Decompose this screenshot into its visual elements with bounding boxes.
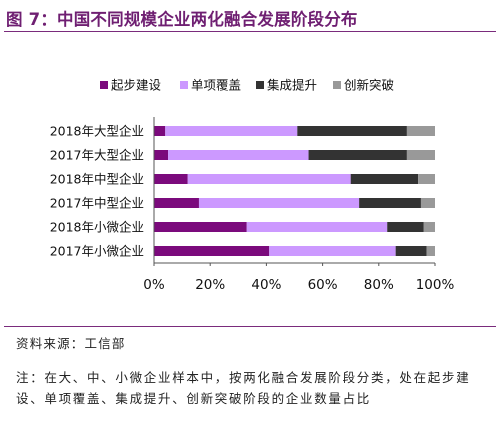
category-label-4: 2018年小微企业 — [50, 220, 144, 235]
legend-swatch-3 — [333, 81, 341, 89]
bar-segment-3-1 — [198, 198, 360, 208]
bar-segment-1-2 — [308, 150, 407, 160]
bar-segment-2-2 — [350, 174, 419, 184]
bar-segment-3-2 — [359, 198, 421, 208]
title-divider — [4, 31, 496, 32]
source-divider — [4, 326, 496, 327]
stacked-bar-chart: 起步建设 单项覆盖 集成提升 创新突破 2018年大型企业2017年大型企业2018年… — [50, 78, 455, 294]
x-axis: 0% 20% 40% 60% 80% 100% — [143, 117, 454, 293]
bar-segment-0-0 — [154, 126, 166, 136]
category-labels: 2018年大型企业 2017年大型企业 2018年中型企业 2017年中型企业 2018… — [50, 124, 144, 259]
source-note: 资料来源：工信部 — [16, 336, 126, 351]
chart-legend: 起步建设 单项覆盖 集成提升 创新突破 — [100, 78, 394, 93]
bar-segment-5-1 — [269, 246, 396, 256]
category-label-5: 2017年小微企业 — [50, 244, 144, 259]
x-tick-label-2: 40% — [251, 277, 281, 293]
x-tick-label-4: 80% — [364, 277, 394, 293]
legend-swatch-1 — [180, 81, 188, 89]
bar-segment-1-0 — [154, 150, 169, 160]
bar-segment-5-0 — [154, 246, 270, 256]
legend-swatch-2 — [256, 81, 264, 89]
bar-segment-2-0 — [154, 174, 188, 184]
bar-segment-0-1 — [165, 126, 298, 136]
bar-segment-3-3 — [420, 198, 435, 208]
bar-segment-0-3 — [406, 126, 435, 136]
bar-segment-0-2 — [297, 126, 407, 136]
bar-segment-5-2 — [395, 246, 427, 256]
x-tick-label-0: 0% — [143, 277, 165, 293]
x-tick-label-5: 100% — [416, 277, 455, 293]
bar-segment-1-3 — [406, 150, 435, 160]
bar-segment-4-2 — [387, 222, 424, 232]
legend-swatch-0 — [100, 81, 108, 89]
category-label-3: 2017年中型企业 — [50, 196, 144, 211]
legend-label-2: 集成提升 — [267, 78, 317, 93]
bar-segment-2-1 — [187, 174, 351, 184]
category-label-0: 2018年大型企业 — [50, 124, 144, 139]
bar-area — [154, 126, 435, 256]
legend-label-3: 创新突破 — [344, 78, 394, 93]
bar-segment-4-3 — [423, 222, 435, 232]
x-tick-label-3: 60% — [308, 277, 338, 293]
legend-label-0: 起步建设 — [111, 78, 162, 93]
legend-label-1: 单项覆盖 — [191, 78, 241, 93]
bar-segment-1-1 — [168, 150, 309, 160]
bar-segment-5-3 — [426, 246, 435, 256]
category-label-2: 2018年中型企业 — [50, 172, 144, 187]
x-tick-label-1: 20% — [195, 277, 225, 293]
bar-segment-2-3 — [418, 174, 435, 184]
bar-segment-4-1 — [246, 222, 388, 232]
bar-segment-4-0 — [154, 222, 247, 232]
bar-segment-3-0 — [154, 198, 199, 208]
category-label-1: 2017年大型企业 — [50, 148, 144, 163]
figure-title: 图 7：中国不同规模企业两化融合发展阶段分布 — [6, 10, 358, 29]
footnote: 注：在大、中、小微企业样本中，按两化融合发展阶段分类，处在起步建设、单项覆盖、集… — [16, 370, 471, 406]
